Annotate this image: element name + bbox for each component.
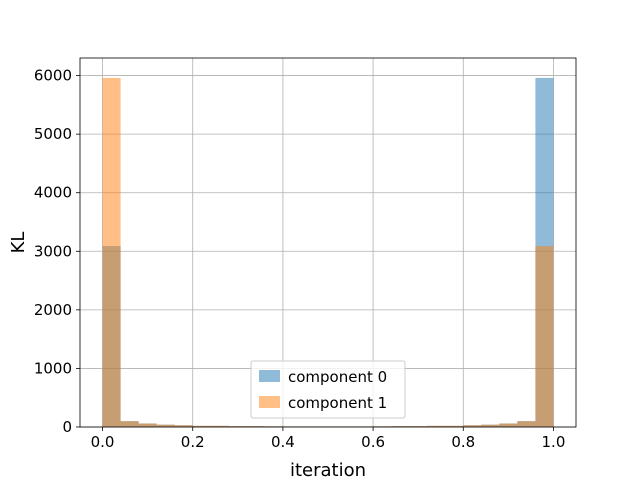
x-tick-label: 0.2 (181, 433, 205, 451)
y-axis-label: KL (8, 232, 29, 254)
bar-component-1 (156, 424, 175, 427)
bar-component-1 (210, 425, 229, 427)
legend: component 0 component 1 (250, 360, 406, 419)
x-axis-label: iteration (290, 460, 366, 480)
legend-label-component-1: component 1 (288, 394, 387, 412)
bar-component-1 (246, 426, 265, 427)
bar-component-1 (138, 423, 157, 427)
bar-component-1 (120, 421, 139, 427)
bar-component-1 (517, 421, 536, 427)
x-tick-label: 0.4 (271, 433, 295, 451)
bar-component-1 (409, 426, 428, 427)
bar-component-1 (481, 424, 500, 427)
y-tick-label: 2000 (34, 301, 72, 319)
bar-component-1 (499, 423, 518, 427)
legend-label-component-0: component 0 (288, 368, 387, 386)
bar-component-1 (102, 77, 121, 428)
bar-component-1 (427, 425, 446, 427)
plot-frame (79, 57, 577, 428)
bar-component-1 (463, 425, 482, 427)
bar-component-1 (445, 425, 464, 427)
x-tick-label: 1.0 (542, 433, 566, 451)
bar-component-1 (228, 426, 247, 427)
y-tick-label: 5000 (34, 125, 72, 143)
legend-swatch-component-1 (259, 396, 280, 408)
bar-component-1 (391, 426, 410, 427)
x-tick-label: 0.0 (91, 433, 115, 451)
bars-layer (102, 77, 554, 428)
legend-box (250, 360, 406, 419)
x-tick-label: 0.8 (451, 433, 475, 451)
y-tick-label: 6000 (34, 67, 72, 85)
y-tick-label: 1000 (34, 359, 72, 377)
bar-component-1 (174, 425, 193, 427)
ticks-layer: 0.0 0.2 0.4 0.6 0.8 1.0 0 1000 2000 3000 4000 5000 6… (34, 67, 566, 451)
bar-component-1 (192, 425, 211, 427)
bar-component-1 (535, 246, 554, 427)
legend-swatch-component-0 (259, 370, 280, 382)
y-tick-label: 4000 (34, 184, 72, 202)
x-tick-label: 0.6 (361, 433, 385, 451)
y-tick-label: 3000 (34, 242, 72, 260)
y-tick-label: 0 (62, 418, 72, 436)
